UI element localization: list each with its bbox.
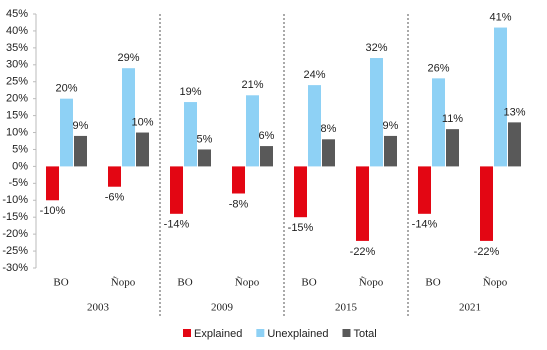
bar [432,78,445,167]
value-label: -14% [412,219,438,231]
bar [170,166,183,214]
legend-label: Explained [194,328,242,340]
y-tick-label: -10% [2,194,28,206]
y-tick-label: -15% [2,211,28,223]
bar [446,129,459,167]
x-tick-label: BO [53,277,68,289]
value-label: -22% [474,246,500,258]
value-label: 9% [73,120,89,132]
x-tick-label: BO [425,277,440,289]
bar [260,146,273,167]
legend-swatch [183,329,191,337]
bar [122,68,135,167]
value-label: 41% [489,11,511,23]
y-tick-label: 35% [6,42,28,54]
y-tick-label: 15% [6,110,28,122]
group-label: 2015 [335,302,358,314]
bar [294,166,307,218]
value-label: 13% [503,106,525,118]
y-tick-label: 40% [6,25,28,37]
y-tick-label: -5% [8,177,28,189]
y-tick-label: 10% [6,126,28,138]
bar [356,166,369,241]
bar [232,166,245,194]
y-tick-label: 0% [12,160,28,172]
bar [308,85,321,167]
bar [46,166,59,201]
bar [322,139,335,167]
x-tick-label: Ñopo [235,277,260,289]
value-label: 9% [383,120,399,132]
y-tick-label: -20% [2,228,28,240]
value-label: -10% [40,205,66,217]
x-tick-label: BO [177,277,192,289]
value-label: -6% [105,192,125,204]
value-label: 24% [303,69,325,81]
bar [108,166,121,187]
bar [494,27,507,167]
legend-label: Total [353,328,376,340]
legend-swatch [342,329,351,337]
x-tick-label: BO [301,277,316,289]
bar [480,166,493,241]
value-label: 6% [259,130,275,142]
value-label: 29% [117,52,139,64]
legend-swatch [256,329,265,337]
bar [60,98,73,167]
bar [418,166,431,214]
value-label: -14% [164,219,190,231]
bar [198,149,211,167]
y-tick-label: 20% [6,93,28,105]
bar [136,132,149,167]
y-tick-label: 5% [12,143,28,155]
bar [508,122,521,167]
value-label: 32% [365,42,387,54]
value-label: 11% [442,113,463,125]
bar [246,95,259,167]
y-tick-label: 30% [6,59,28,71]
value-label: -8% [229,198,249,210]
group-label: 2003 [87,302,110,314]
value-label: 21% [241,79,263,91]
value-label: 5% [197,133,213,145]
group-label: 2009 [211,302,234,314]
group-label: 2021 [459,302,481,314]
bar [370,58,383,167]
bar [384,135,397,167]
value-label: -15% [288,222,314,234]
bar [184,102,197,167]
legend-label: Unexplained [267,328,328,340]
y-tick-label: -30% [2,262,28,274]
x-tick-label: Ñopo [483,277,508,289]
value-label: -22% [350,246,376,258]
x-tick-label: Ñopo [111,277,136,289]
y-tick-label: -25% [2,245,28,257]
bar [74,135,87,167]
x-tick-label: Ñopo [359,277,384,289]
y-tick-label: 25% [6,76,28,88]
value-label: 19% [179,86,201,98]
value-label: 10% [131,116,153,128]
value-label: 8% [321,123,337,135]
value-label: 20% [55,83,77,95]
value-label: 26% [427,62,449,74]
y-tick-label: 45% [6,8,28,20]
